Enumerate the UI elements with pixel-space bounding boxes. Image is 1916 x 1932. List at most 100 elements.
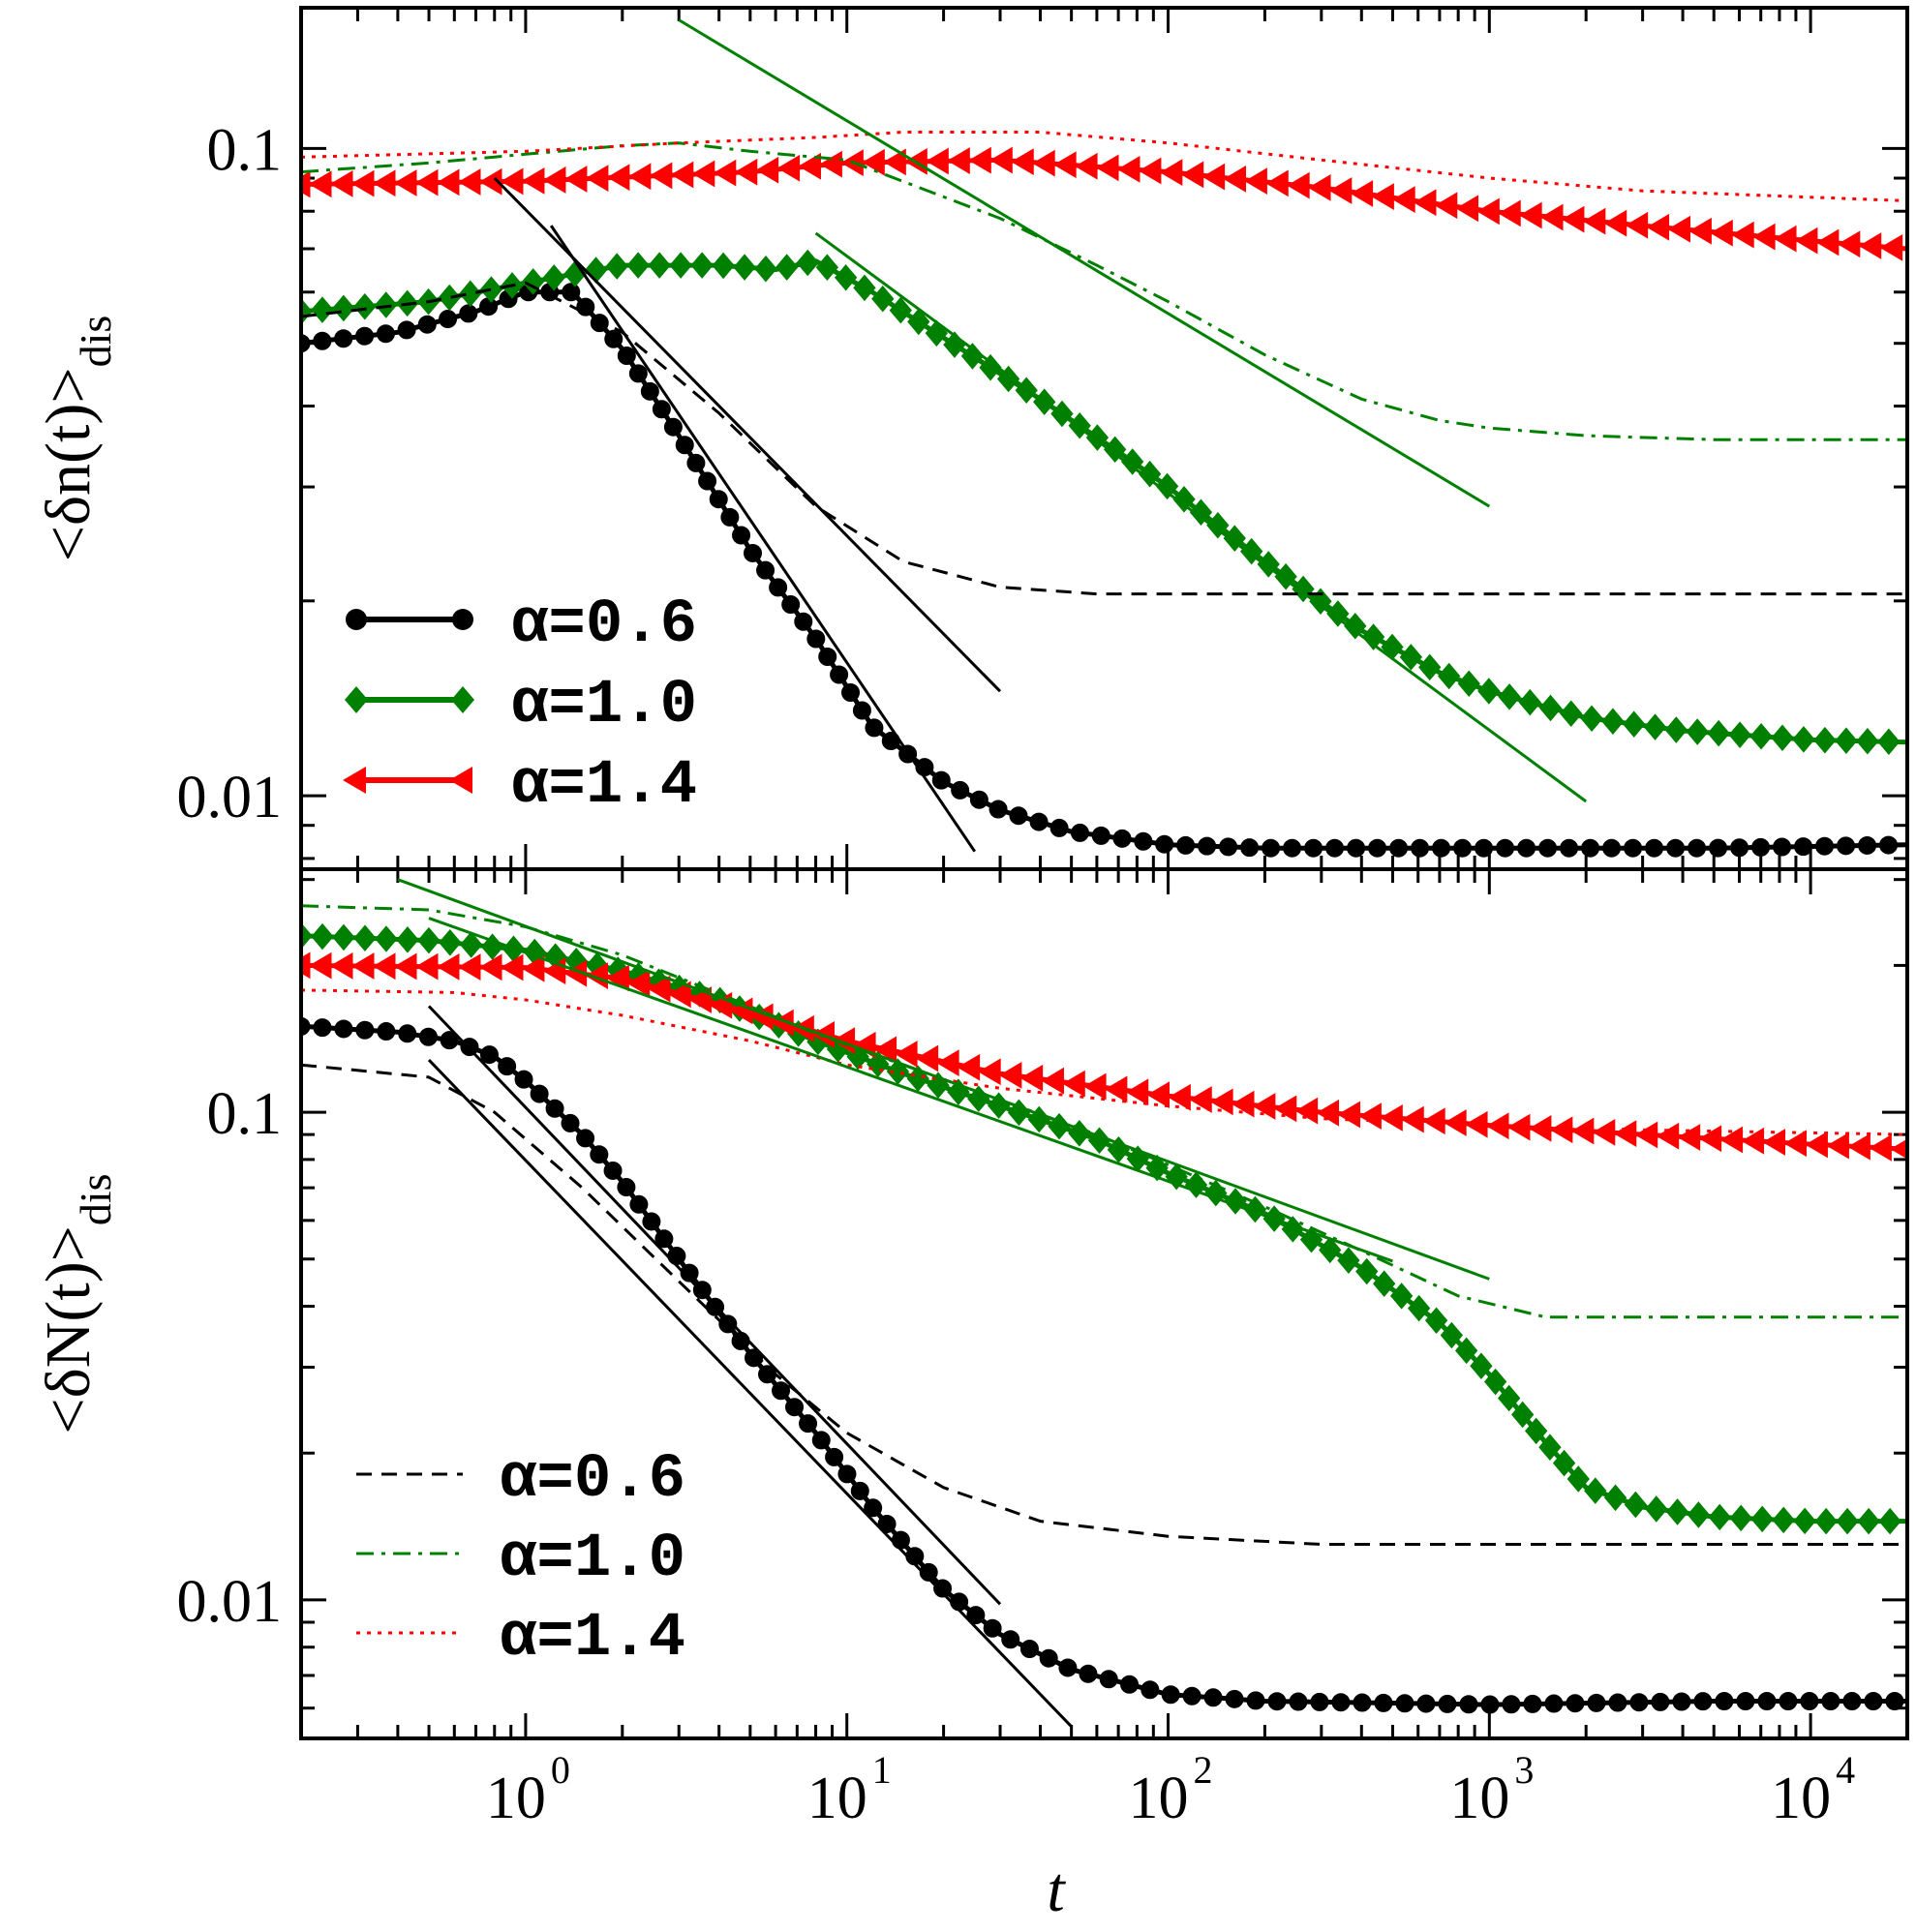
marker-triangle: [1294, 1097, 1319, 1125]
y-axis-title-group: <δN(t)>dis: [33, 1173, 120, 1434]
marker-circle: [1715, 1692, 1734, 1711]
marker-triangle: [1308, 174, 1331, 201]
series-line-black-fit-1: [427, 1005, 1002, 1606]
marker-circle: [1709, 838, 1728, 858]
marker-circle: [1039, 1648, 1058, 1668]
series-line-green-fit-2: [814, 231, 1588, 803]
markers-red-triangle: [301, 951, 1907, 1162]
marker-circle: [1459, 1695, 1478, 1714]
marker-circle: [692, 1281, 712, 1300]
marker-diamond: [1172, 486, 1196, 513]
marker-triangle: [521, 954, 545, 982]
marker-triangle: [1232, 1090, 1255, 1118]
marker-diamond: [1121, 448, 1144, 475]
marker-triangle: [895, 1041, 918, 1068]
marker-diamond: [853, 274, 876, 302]
marker-triangle: [1210, 1088, 1233, 1116]
marker-diamond: [1707, 719, 1730, 747]
marker-circle: [1480, 1695, 1500, 1714]
marker-diamond: [521, 268, 545, 295]
marker-triangle: [713, 159, 737, 187]
marker-triangle: [647, 975, 671, 1003]
marker-diamond: [1836, 1507, 1859, 1535]
marker-circle: [498, 1057, 517, 1076]
marker-diamond: [907, 308, 930, 336]
marker-triangle: [947, 147, 970, 174]
marker-circle: [1751, 837, 1771, 857]
marker-circle: [1560, 838, 1579, 858]
marker-circle: [745, 1348, 764, 1368]
marker-diamond: [542, 264, 565, 291]
marker-triangle: [873, 1036, 897, 1064]
marker-triangle: [1869, 1134, 1892, 1162]
marker-circle: [1374, 1693, 1393, 1712]
marker-diamond: [1477, 678, 1501, 705]
marker-triangle: [1392, 186, 1415, 214]
marker-circle: [603, 1161, 623, 1180]
marker-diamond: [1538, 1434, 1562, 1461]
marker-circle: [1009, 806, 1028, 826]
marker-triangle: [330, 170, 353, 197]
marker-circle: [732, 526, 751, 545]
marker-triangle: [1582, 207, 1606, 235]
marker-circle: [931, 770, 951, 790]
marker-circle: [1858, 835, 1877, 855]
marker-diamond: [1645, 1495, 1668, 1523]
marker-triangle: [415, 168, 439, 196]
marker-circle: [1885, 1692, 1904, 1711]
marker-diamond: [332, 923, 355, 951]
marker-circle: [398, 1024, 417, 1043]
marker-circle: [1331, 1693, 1351, 1712]
marker-diamond: [459, 280, 482, 308]
marker-triangle: [1858, 232, 1882, 259]
marker-triangle: [606, 164, 630, 192]
marker-circle: [418, 1027, 438, 1046]
marker-diamond: [1319, 1236, 1342, 1264]
marker-diamond: [1729, 1504, 1752, 1532]
marker-circle: [1773, 837, 1792, 857]
marker-circle: [1389, 838, 1409, 858]
marker-triangle: [649, 162, 673, 190]
series-line-green-diamond: [301, 933, 1907, 1524]
marker-circle: [1099, 1670, 1118, 1689]
marker-triangle: [978, 1058, 1001, 1086]
marker-circle: [1496, 838, 1515, 858]
marker-circle: [397, 320, 416, 340]
marker-circle: [1730, 838, 1749, 858]
marker-circle: [1517, 838, 1536, 858]
marker-triangle: [479, 953, 502, 981]
marker-triangle: [1613, 1120, 1637, 1148]
marker-triangle: [1752, 223, 1776, 251]
x-tick-label-exp: 4: [1836, 1748, 1855, 1792]
marker-circle: [756, 560, 776, 580]
marker-circle: [1688, 838, 1707, 858]
marker-circle: [1079, 1664, 1098, 1683]
marker-triangle: [670, 161, 694, 189]
marker-circle: [1842, 1692, 1862, 1711]
series-line-green-dashdot: [301, 141, 1907, 441]
marker-circle: [1112, 829, 1132, 848]
marker-diamond: [1584, 1477, 1607, 1504]
marker-diamond: [1438, 662, 1461, 690]
marker-diamond: [311, 296, 334, 323]
marker-triangle: [1646, 213, 1670, 241]
marker-circle: [709, 490, 728, 509]
marker-diamond: [1355, 1257, 1379, 1285]
marker-triangle: [968, 146, 991, 174]
marker-triangle: [1062, 1070, 1085, 1098]
marker-circle: [629, 1194, 649, 1214]
marker-diamond: [1566, 1465, 1590, 1493]
marker-diamond: [1407, 1294, 1431, 1322]
marker-circle: [818, 647, 837, 666]
marker-diamond: [1750, 1505, 1774, 1533]
marker-diamond: [1749, 722, 1773, 750]
marker-triangle: [1413, 189, 1437, 217]
marker-triangle: [437, 168, 460, 196]
marker-triangle: [1350, 180, 1374, 207]
marker-diamond: [1104, 436, 1127, 464]
markers-red-triangle: [301, 146, 1903, 261]
marker-triangle: [1847, 1132, 1870, 1161]
marker-circle: [355, 1020, 375, 1040]
marker-diamond: [1814, 1507, 1838, 1535]
